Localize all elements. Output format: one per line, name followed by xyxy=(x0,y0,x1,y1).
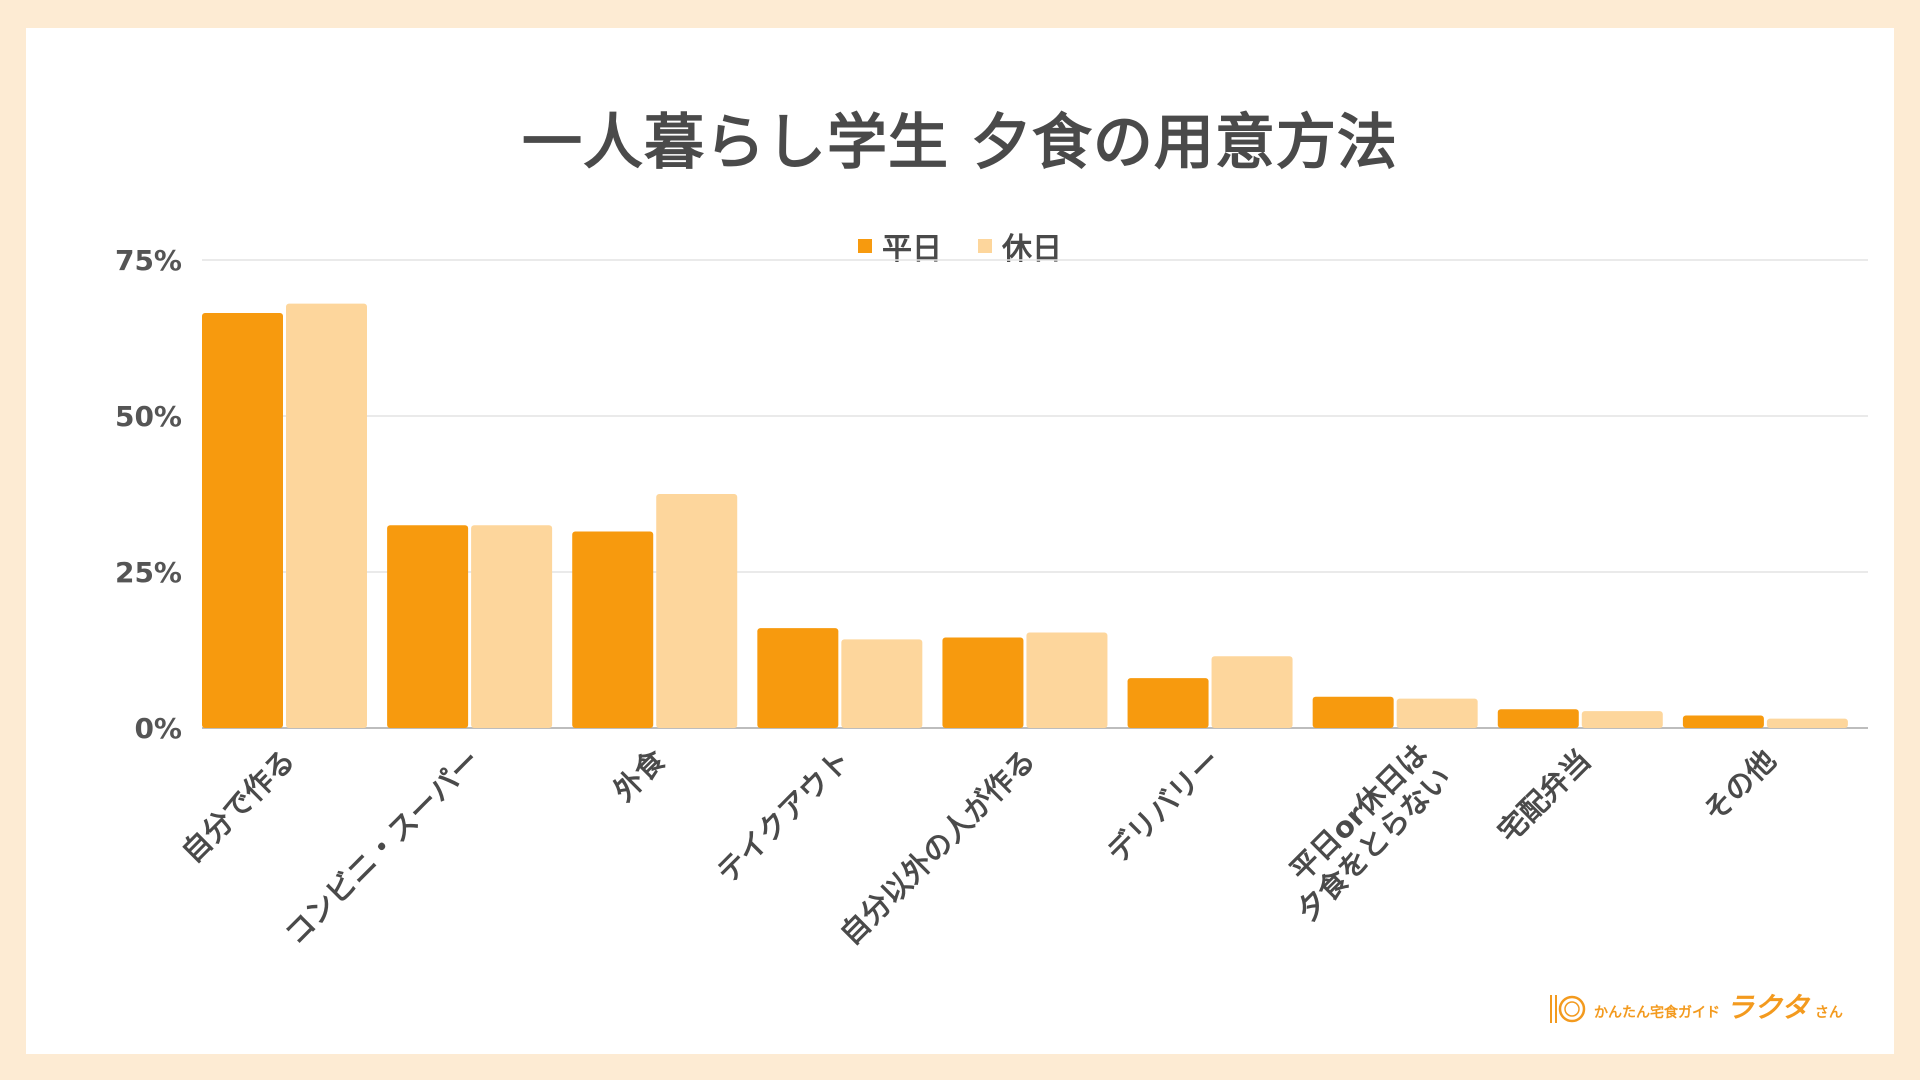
bar-holiday xyxy=(1581,711,1663,728)
x-tick-label: その他 xyxy=(1697,743,1783,829)
bar-weekday xyxy=(572,531,654,728)
y-tick-label: 50% xyxy=(115,400,182,433)
bar-weekday xyxy=(1312,696,1394,728)
bar-weekday xyxy=(1682,715,1764,728)
x-tick-label: 宅配弁当 xyxy=(1491,743,1597,849)
bar-weekday xyxy=(387,525,469,728)
bar-holiday xyxy=(841,639,923,728)
x-tick-label-line: 自分以外の人が作る xyxy=(833,743,1042,952)
bar-weekday xyxy=(757,628,839,728)
legend-swatch-holiday xyxy=(978,239,992,253)
x-tick-label: 自分で作る xyxy=(175,743,302,870)
bar-holiday xyxy=(1211,656,1293,728)
x-tick-label-line: 宅配弁当 xyxy=(1491,743,1597,849)
bar-weekday xyxy=(1497,709,1579,728)
x-tick-label-line: 自分で作る xyxy=(175,743,302,870)
legend: 平日 休日 xyxy=(26,224,1894,268)
bar-holiday xyxy=(656,494,738,728)
x-tick-label-line: 外食 xyxy=(607,742,673,808)
legend-label-weekday: 平日 xyxy=(882,232,942,267)
x-tick-label-line: デリバリー xyxy=(1100,743,1227,870)
chart-card: 一人暮らし学生 夕食の用意方法 平日 休日 0% 25% 50% 75% 自分で作る コン… xyxy=(26,28,1894,1054)
x-tick-label: コンビニ・スーパー xyxy=(278,743,486,951)
y-tick-label: 25% xyxy=(115,556,182,589)
x-tick-label: 平日or休日は夕食をとらない xyxy=(1267,737,1458,928)
x-tick-label: 自分以外の人が作る xyxy=(833,743,1042,952)
chart-title: 一人暮らし学生 夕食の用意方法 xyxy=(522,108,1398,178)
logo-subtitle: かんたん宅食ガイド xyxy=(1594,1005,1720,1021)
bar-weekday xyxy=(942,637,1024,728)
fork-plate-icon xyxy=(1550,995,1586,1023)
x-tick-label-line: テイクアウト xyxy=(710,743,857,890)
x-tick-label-line: その他 xyxy=(1697,743,1783,829)
logo-name: ラクタ xyxy=(1726,991,1809,1024)
legend-label-holiday: 休日 xyxy=(1002,232,1062,267)
y-tick-label: 0% xyxy=(134,712,182,745)
x-tick-label: テイクアウト xyxy=(710,743,857,890)
bar-holiday xyxy=(471,525,553,728)
x-tick-label: 外食 xyxy=(607,742,673,808)
logo-suffix: さん xyxy=(1814,1005,1843,1021)
bar-holiday xyxy=(1766,718,1848,728)
x-tick-label-line: コンビニ・スーパー xyxy=(278,743,486,951)
legend-item-holiday[interactable]: 休日 xyxy=(978,224,1062,268)
bar-holiday xyxy=(1396,698,1478,728)
legend-swatch-weekday xyxy=(858,239,872,253)
bar-weekday xyxy=(1127,678,1209,728)
brand-logo: かんたん宅食ガイド ラクタ さん xyxy=(1548,986,1843,1026)
bar-weekday xyxy=(202,313,283,728)
bar-holiday xyxy=(1026,632,1108,728)
bar-holiday xyxy=(286,303,367,728)
y-tick-label: 75% xyxy=(115,244,182,277)
legend-item-weekday[interactable]: 平日 xyxy=(858,224,942,268)
x-tick-label: デリバリー xyxy=(1100,743,1227,870)
